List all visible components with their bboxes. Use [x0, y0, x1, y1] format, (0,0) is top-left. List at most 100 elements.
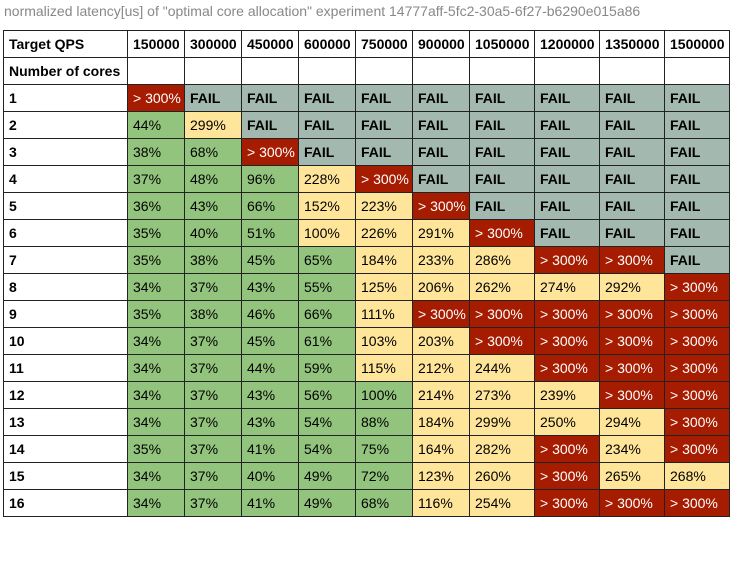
latency-cell: 56%: [298, 381, 356, 409]
latency-cell: 234%: [599, 435, 665, 463]
header-row: Target QPS 150000 300000 450000 600000 7…: [3, 30, 730, 58]
latency-cell: FAIL: [355, 84, 413, 112]
latency-cell: FAIL: [241, 111, 299, 139]
latency-cell: 34%: [127, 327, 185, 355]
latency-table: Target QPS 150000 300000 450000 600000 7…: [3, 30, 730, 517]
latency-cell: > 300%: [664, 354, 730, 382]
latency-cell: > 300%: [599, 246, 665, 274]
row-label: 13: [3, 408, 128, 436]
latency-cell: 239%: [534, 381, 600, 409]
latency-cell: 116%: [412, 489, 470, 517]
latency-cell: 43%: [241, 273, 299, 301]
latency-cell: 292%: [599, 273, 665, 301]
latency-cell: FAIL: [599, 219, 665, 247]
latency-cell: FAIL: [298, 84, 356, 112]
latency-cell: 66%: [241, 192, 299, 220]
latency-cell: 228%: [298, 165, 356, 193]
latency-cell: 38%: [184, 246, 242, 274]
latency-cell: FAIL: [534, 111, 600, 139]
empty-cell: [298, 57, 356, 85]
table-row: 12 34% 37% 43% 56% 100% 214% 273% 239% > 300% > 30…: [3, 381, 730, 409]
latency-cell: 299%: [469, 408, 535, 436]
latency-cell: 265%: [599, 462, 665, 490]
latency-cell: > 300%: [469, 300, 535, 328]
column-header: 150000: [127, 30, 185, 58]
latency-cell: 49%: [298, 462, 356, 490]
table-row: 2 44% 299% FAIL FAIL FAIL FAIL FAIL FAIL FAIL FAIL: [3, 111, 730, 139]
latency-cell: > 300%: [664, 489, 730, 517]
column-header: 1350000: [599, 30, 665, 58]
latency-cell: > 300%: [664, 408, 730, 436]
latency-cell: 123%: [412, 462, 470, 490]
latency-cell: > 300%: [534, 354, 600, 382]
latency-cell: 250%: [534, 408, 600, 436]
row-label: 5: [3, 192, 128, 220]
row-label: 14: [3, 435, 128, 463]
latency-cell: 37%: [127, 165, 185, 193]
latency-cell: > 300%: [599, 489, 665, 517]
latency-cell: 282%: [469, 435, 535, 463]
latency-cell: 100%: [298, 219, 356, 247]
latency-cell: 268%: [664, 462, 730, 490]
row-label: 11: [3, 354, 128, 382]
row-header-row: Number of cores: [3, 57, 730, 85]
empty-cell: [241, 57, 299, 85]
latency-cell: 274%: [534, 273, 600, 301]
latency-cell: 43%: [241, 408, 299, 436]
latency-cell: 273%: [469, 381, 535, 409]
latency-cell: 44%: [241, 354, 299, 382]
latency-cell: > 300%: [534, 435, 600, 463]
latency-cell: > 300%: [127, 84, 185, 112]
latency-cell: 262%: [469, 273, 535, 301]
table-row: 4 37% 48% 96% 228% > 300% FAIL FAIL FAIL FAIL FAIL: [3, 165, 730, 193]
latency-cell: > 300%: [355, 165, 413, 193]
latency-cell: > 300%: [599, 300, 665, 328]
latency-cell: 37%: [184, 489, 242, 517]
latency-cell: FAIL: [412, 138, 470, 166]
latency-cell: 212%: [412, 354, 470, 382]
latency-cell: FAIL: [469, 165, 535, 193]
empty-cell: [469, 57, 535, 85]
latency-cell: FAIL: [298, 138, 356, 166]
empty-cell: [599, 57, 665, 85]
latency-cell: 206%: [412, 273, 470, 301]
latency-cell: 34%: [127, 354, 185, 382]
latency-cell: 88%: [355, 408, 413, 436]
latency-cell: FAIL: [534, 219, 600, 247]
latency-cell: 40%: [241, 462, 299, 490]
latency-cell: 49%: [298, 489, 356, 517]
latency-cell: 41%: [241, 435, 299, 463]
latency-cell: > 300%: [534, 300, 600, 328]
column-header: 750000: [355, 30, 413, 58]
latency-cell: FAIL: [412, 165, 470, 193]
table-row: 14 35% 37% 41% 54% 75% 164% 282% > 300% 234% > 300…: [3, 435, 730, 463]
latency-cell: 72%: [355, 462, 413, 490]
latency-cell: 152%: [298, 192, 356, 220]
latency-cell: 35%: [127, 435, 185, 463]
latency-cell: > 300%: [241, 138, 299, 166]
latency-cell: FAIL: [469, 192, 535, 220]
latency-cell: FAIL: [664, 138, 730, 166]
empty-cell: [355, 57, 413, 85]
latency-cell: FAIL: [664, 111, 730, 139]
latency-cell: 286%: [469, 246, 535, 274]
latency-cell: FAIL: [355, 111, 413, 139]
latency-cell: FAIL: [241, 84, 299, 112]
latency-cell: FAIL: [664, 192, 730, 220]
latency-cell: 34%: [127, 381, 185, 409]
latency-cell: 214%: [412, 381, 470, 409]
latency-cell: FAIL: [469, 84, 535, 112]
row-label: 10: [3, 327, 128, 355]
latency-cell: > 300%: [599, 354, 665, 382]
latency-cell: > 300%: [664, 327, 730, 355]
latency-cell: FAIL: [184, 84, 242, 112]
row-label: 8: [3, 273, 128, 301]
latency-cell: FAIL: [599, 165, 665, 193]
table-row: 15 34% 37% 40% 49% 72% 123% 260% > 300% 265% 268%: [3, 462, 730, 490]
latency-cell: 61%: [298, 327, 356, 355]
latency-cell: 51%: [241, 219, 299, 247]
table-row: 13 34% 37% 43% 54% 88% 184% 299% 250% 294% > 300%: [3, 408, 730, 436]
latency-cell: 68%: [355, 489, 413, 517]
latency-cell: FAIL: [599, 192, 665, 220]
corner-header: Target QPS: [3, 30, 128, 58]
